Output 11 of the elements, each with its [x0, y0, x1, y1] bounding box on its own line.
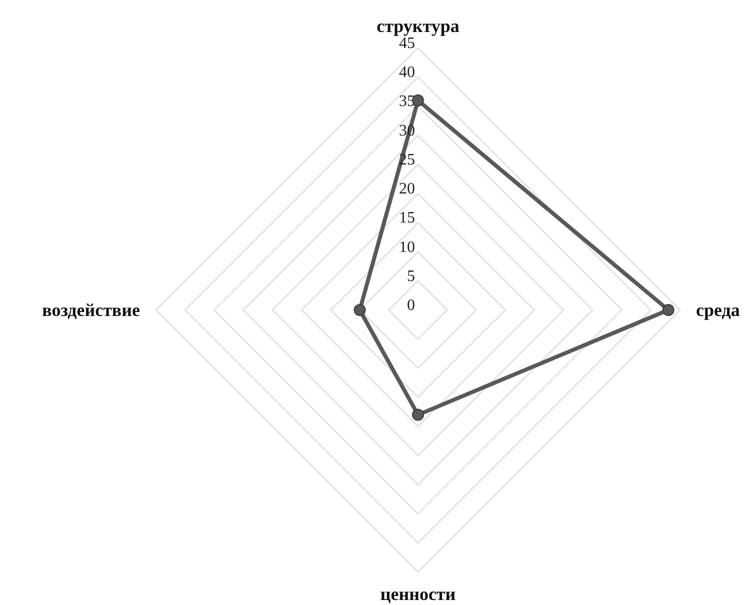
- y-tick-label: 40: [399, 64, 415, 82]
- y-tick-label: 0: [407, 297, 415, 314]
- y-tick-label: 20: [399, 180, 415, 198]
- y-tick-label: 5: [407, 268, 415, 285]
- spoke-label: ценности: [380, 584, 456, 604]
- y-tick-label: 10: [399, 238, 415, 256]
- spoke-label: среда: [696, 300, 740, 320]
- spoke-label: воздействие: [42, 300, 140, 320]
- spoke-label: структура: [376, 16, 460, 36]
- y-tick-label: 45: [399, 35, 415, 52]
- y-tick-label: 15: [399, 210, 415, 227]
